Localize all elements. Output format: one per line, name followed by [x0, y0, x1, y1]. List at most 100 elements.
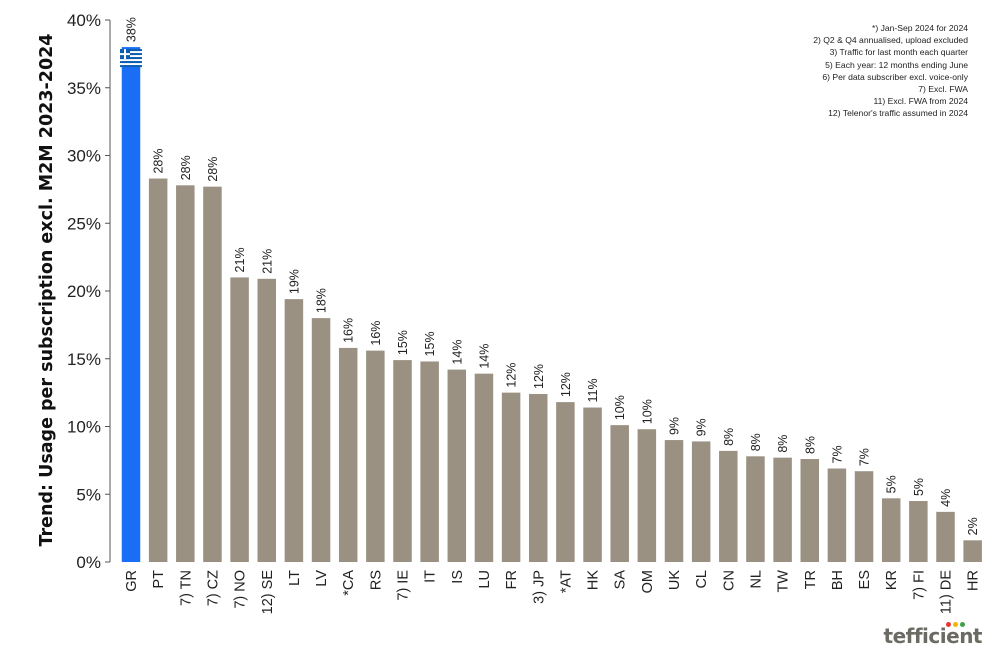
bar-tr — [800, 459, 819, 562]
value-label: 11% — [586, 378, 600, 402]
value-label: 8% — [776, 435, 790, 453]
category-label: RS — [368, 570, 384, 590]
flag-stripe — [120, 49, 142, 52]
value-label: 8% — [722, 428, 736, 446]
category-label: 12) SE — [260, 570, 276, 615]
category-label: GR — [124, 570, 140, 592]
category-label: ES — [857, 570, 873, 589]
category-label: IT — [423, 570, 439, 583]
bar-nl — [746, 456, 765, 562]
footnote: 2) Q2 & Q4 annualised, upload excluded — [813, 35, 968, 46]
footnote: *) Jan-Sep 2024 for 2024 — [871, 23, 968, 33]
category-label: PT — [151, 570, 167, 589]
category-label: LT — [287, 570, 303, 586]
value-label: 12% — [532, 364, 546, 389]
bar-cl — [691, 441, 711, 562]
value-label: 2% — [966, 517, 980, 535]
bar-cn — [719, 450, 738, 562]
y-axis-label: Trend: Usage per subscription excl. M2M … — [37, 34, 57, 547]
value-label: 8% — [803, 436, 817, 454]
y-tick-label: 15% — [67, 350, 101, 369]
y-tick-label: 25% — [67, 214, 101, 233]
category-label: 3) JP — [531, 570, 547, 604]
footnotes: *) Jan-Sep 2024 for 2024 2) Q2 & Q4 annu… — [813, 22, 968, 120]
flag-stripe — [120, 65, 142, 68]
flag-stripe — [120, 63, 142, 66]
bar-gr — [121, 47, 141, 563]
value-label: 15% — [396, 330, 410, 355]
value-label: 12% — [559, 372, 573, 397]
bar-ca — [338, 347, 358, 562]
bar-3-jp — [529, 393, 548, 562]
value-label: 28% — [179, 155, 193, 180]
footnote: 11) Excl. FWA from 2024 — [873, 96, 968, 107]
value-label: 14% — [477, 344, 491, 369]
value-label: 9% — [668, 417, 682, 435]
value-labels: 38% 28% 28% 28% 21% 21% 19% 18% 16% 16% 15% 15% 14% 1… — [125, 17, 981, 535]
bar-7-tn — [176, 185, 195, 562]
category-label: CN — [721, 570, 737, 591]
category-label: HK — [586, 570, 602, 590]
bar-om — [637, 429, 657, 562]
y-tick-label: 10% — [67, 418, 101, 437]
y-tick-label: 35% — [67, 79, 101, 98]
footnote: 12) Telenor's traffic assumed in 2024 — [828, 108, 968, 119]
flag-stripe — [120, 51, 142, 54]
bar-12-se — [257, 278, 276, 562]
value-label: 7% — [830, 445, 844, 463]
flag-stripe — [120, 61, 142, 64]
y-tick-label: 5% — [76, 485, 101, 504]
value-label: 7% — [858, 448, 872, 466]
y-tick-label: 40% — [67, 11, 101, 30]
category-label: HR — [966, 570, 982, 591]
value-label: 28% — [206, 157, 220, 182]
bar-lt — [284, 299, 304, 562]
bar-7-fi — [909, 501, 928, 562]
brand-dot — [959, 622, 965, 627]
value-label: 10% — [613, 395, 627, 420]
flag-cross-v — [124, 49, 126, 60]
bar-lv — [311, 318, 331, 562]
value-label: 21% — [233, 247, 247, 272]
bar-11-de — [936, 511, 955, 562]
footnote: 3) Traffic for last month each quarter — [829, 47, 968, 58]
value-label: 16% — [342, 318, 356, 343]
category-label: TR — [803, 570, 819, 589]
bar-at — [556, 402, 575, 562]
category-label: *AT — [558, 570, 574, 593]
value-label: 9% — [695, 418, 709, 436]
category-label: LV — [314, 570, 330, 587]
value-label: 8% — [749, 433, 763, 451]
greece-flag-icon — [120, 49, 142, 68]
bar-hr — [963, 540, 982, 562]
value-label: 12% — [505, 363, 519, 388]
category-label: *CA — [341, 570, 357, 596]
bar-fr — [501, 392, 521, 562]
category-label: 7) IE — [396, 570, 412, 601]
category-label: UK — [667, 570, 683, 590]
y-axis: 0% 5% 10% 15% 20% 25% 30% 35% 40% — [67, 11, 111, 572]
bars — [121, 47, 982, 563]
bar-7-no — [230, 277, 249, 562]
category-label: NL — [748, 570, 764, 589]
y-tick-label: 0% — [76, 553, 101, 572]
bar-uk — [664, 440, 684, 562]
y-tick-label: 30% — [67, 147, 101, 166]
category-label: LU — [477, 570, 493, 589]
category-label: 7) FI — [911, 570, 927, 600]
brand-logo: tefficient — [884, 622, 983, 648]
flag-stripe — [120, 57, 142, 60]
category-label: OM — [640, 570, 656, 593]
brand-dot — [945, 622, 951, 627]
value-label: 15% — [423, 331, 437, 356]
bar-bh — [827, 468, 847, 562]
value-label: 5% — [885, 475, 899, 493]
bar-kr — [881, 498, 901, 562]
value-label: 16% — [369, 321, 383, 346]
category-label: KR — [884, 570, 900, 590]
bar-it — [420, 361, 439, 562]
category-label: TW — [776, 570, 792, 593]
value-label: 18% — [315, 288, 329, 313]
bar-es — [854, 471, 874, 562]
value-label: 28% — [152, 149, 166, 174]
